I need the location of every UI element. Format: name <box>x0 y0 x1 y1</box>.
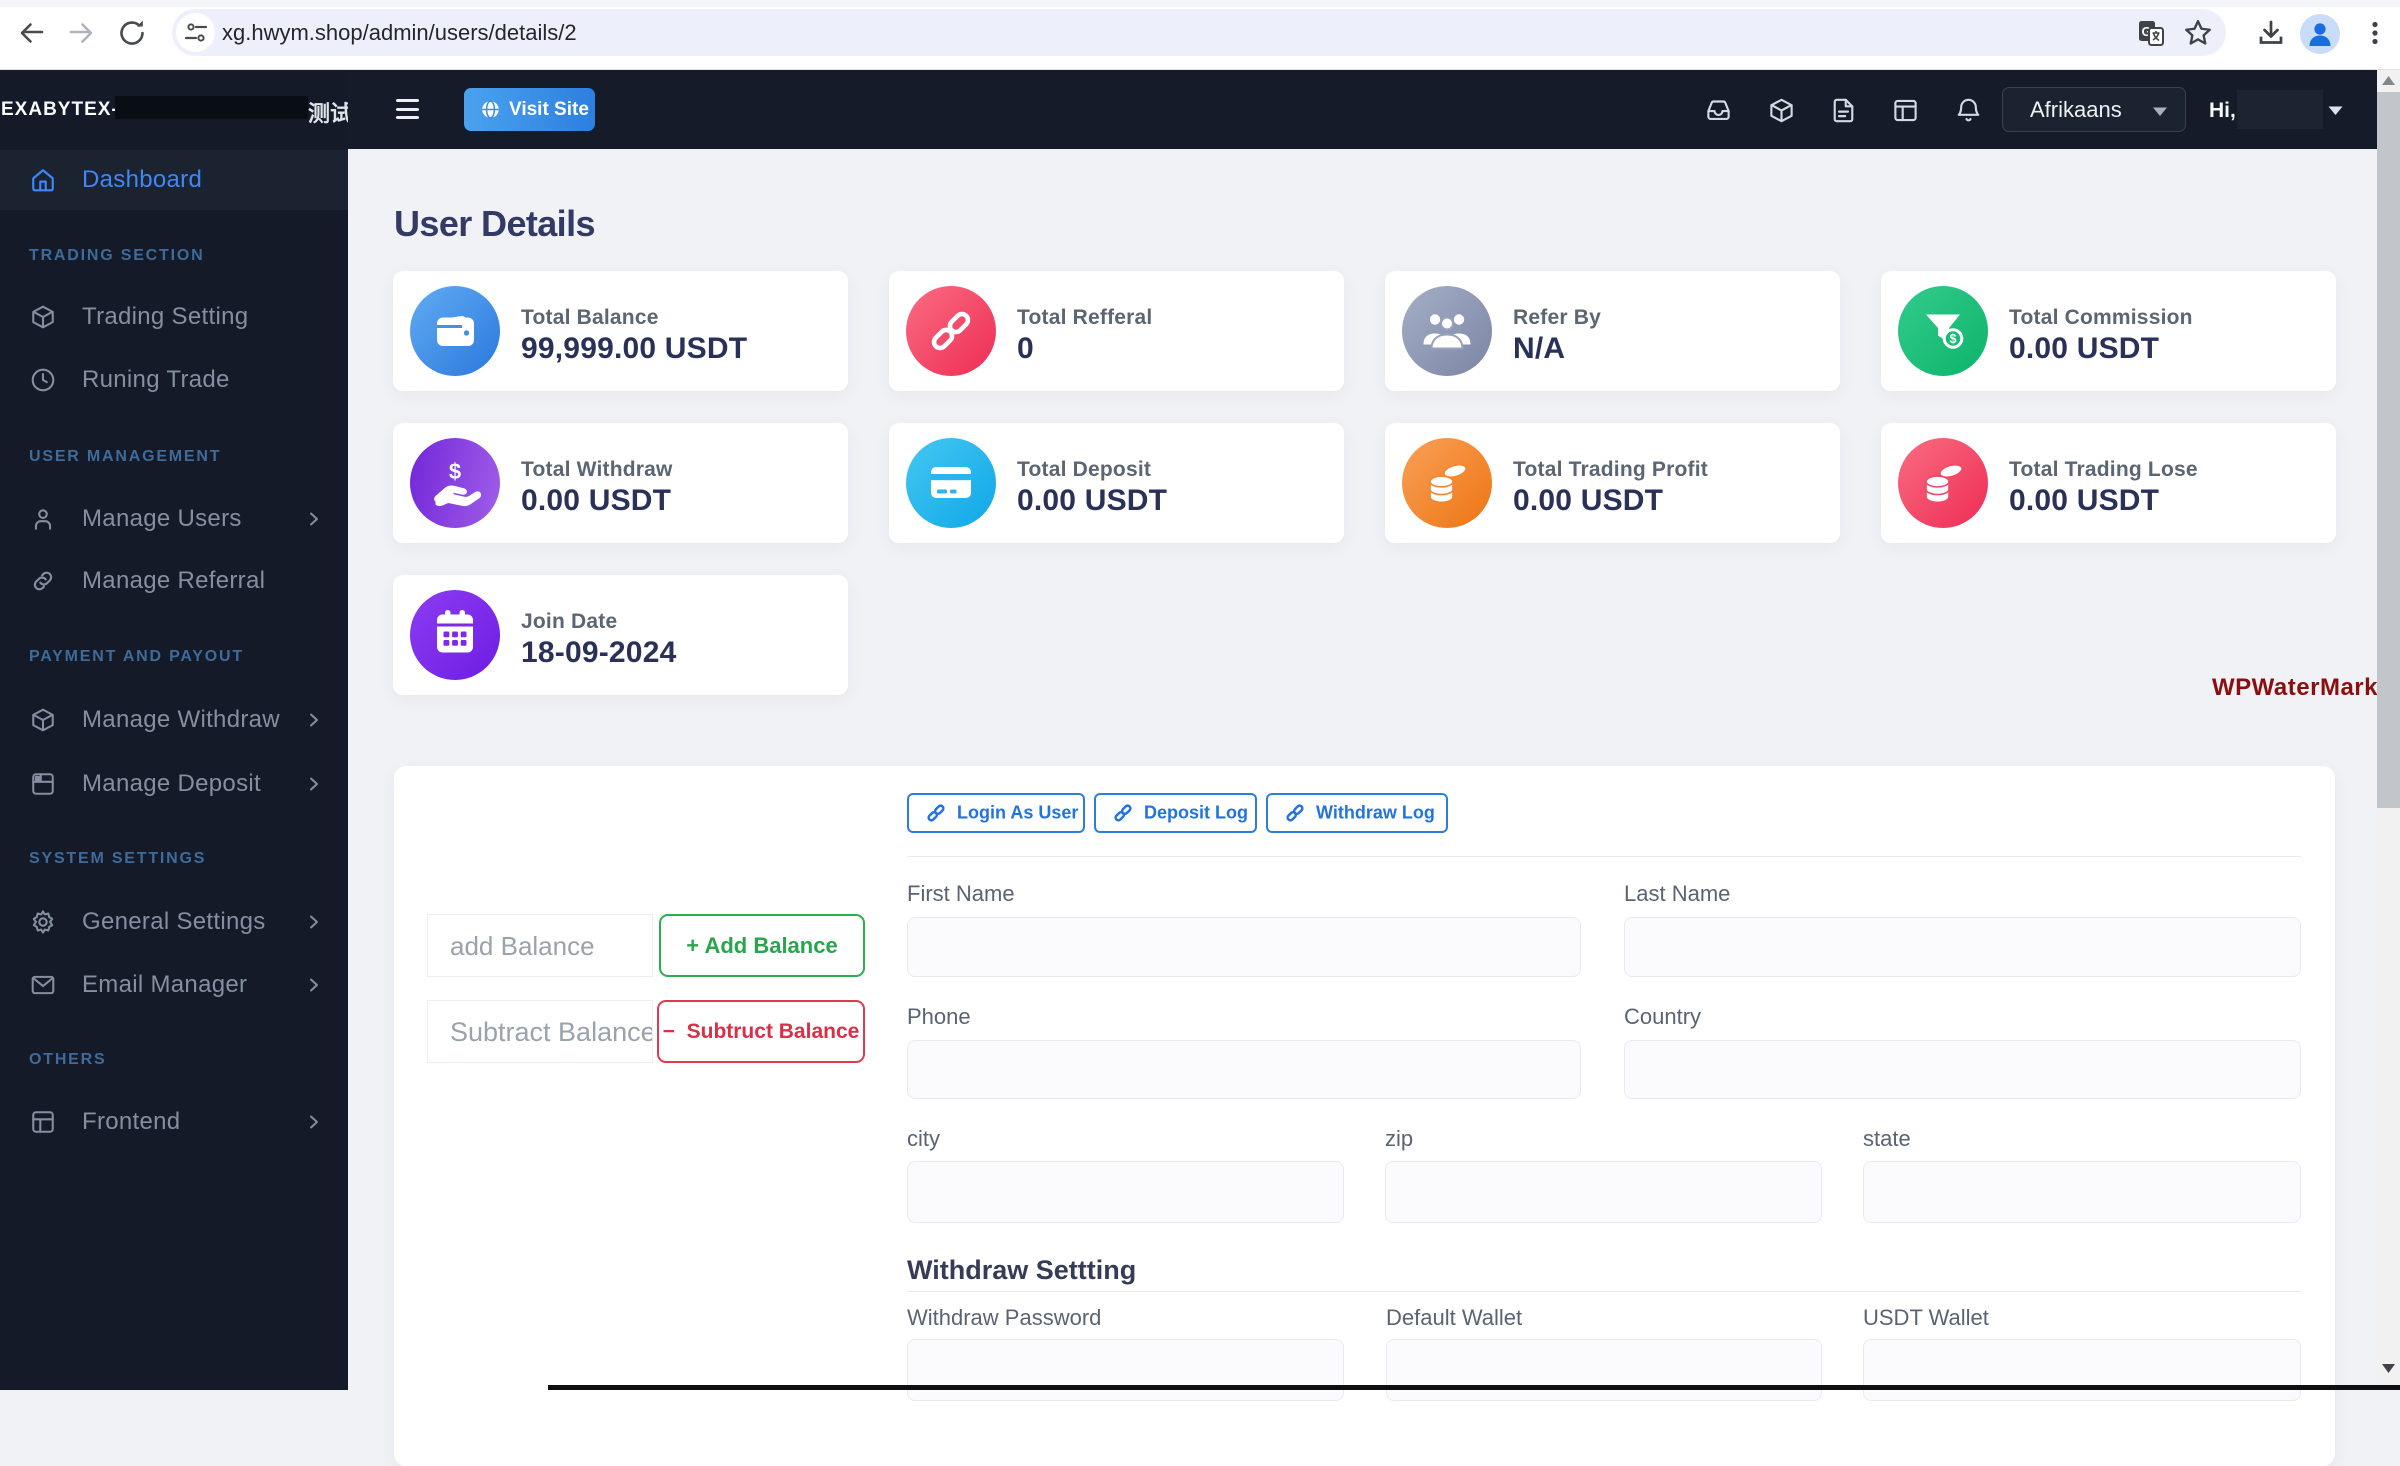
svg-text:$: $ <box>449 459 461 484</box>
svg-text:G: G <box>2141 24 2151 39</box>
svg-text:$: $ <box>1950 332 1957 346</box>
